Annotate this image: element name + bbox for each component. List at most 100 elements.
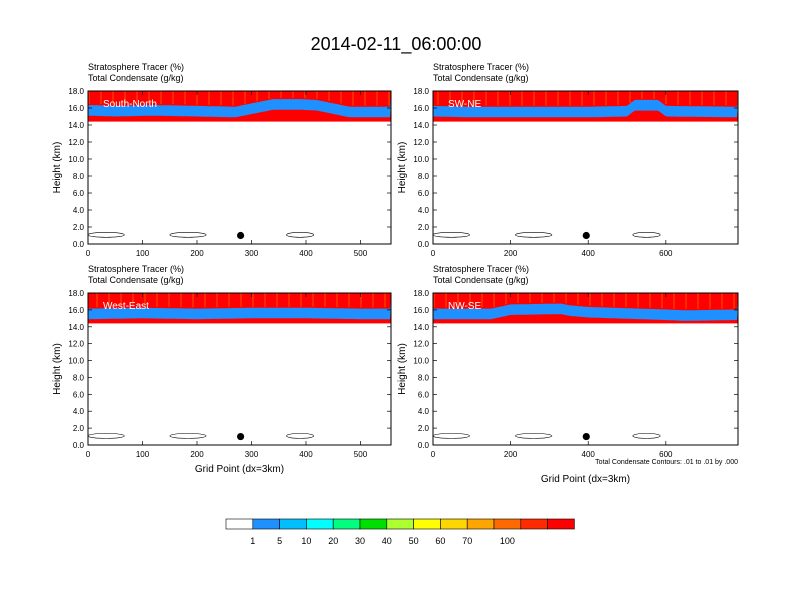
x-tick-label: 500 <box>354 450 368 459</box>
stratosphere-streak <box>481 293 483 308</box>
y-tick-label: 0.0 <box>418 240 430 249</box>
stratosphere-streak <box>457 293 459 308</box>
stratosphere-streak <box>324 293 326 307</box>
band-100pct <box>88 293 391 309</box>
colorbar-label: 100 <box>500 536 515 546</box>
stratosphere-streak <box>725 91 727 106</box>
stratosphere-streak <box>449 91 451 105</box>
panel-name: South-North <box>103 99 157 110</box>
location-marker <box>582 432 590 441</box>
y-tick-label: 4.0 <box>73 206 85 215</box>
condensate-contour <box>515 433 553 439</box>
stratosphere-streak <box>461 91 463 106</box>
x-tick-label: 600 <box>659 450 673 459</box>
colorbar-label: 50 <box>409 536 419 546</box>
y-tick-label: 6.0 <box>418 189 430 198</box>
stratosphere-streak <box>148 91 150 104</box>
panel-subtitle: Total Condensate (g/kg) <box>88 275 184 285</box>
stratosphere-streak <box>437 91 439 105</box>
stratosphere-streak <box>88 91 90 104</box>
stratosphere-streak <box>493 293 495 307</box>
condensate-contour <box>286 232 315 238</box>
y-axis-label: Height (km) <box>52 142 63 194</box>
stratosphere-streak <box>292 91 294 98</box>
y-tick-label: 12.0 <box>413 340 429 349</box>
stratosphere-streak <box>473 91 475 106</box>
condensate-contour <box>286 433 315 439</box>
y-tick-label: 12.0 <box>413 138 429 147</box>
y-axis-label: Height (km) <box>397 142 408 194</box>
panel-title: Stratosphere Tracer (%) <box>433 62 529 72</box>
y-tick-label: 18.0 <box>68 289 84 298</box>
panel-south-north: Stratosphere Tracer (%)Total Condensate … <box>52 62 392 258</box>
colorbar-swatch <box>252 518 280 530</box>
condensate-contour <box>88 232 125 238</box>
stratosphere-streak <box>388 91 390 106</box>
stratosphere-streak <box>96 293 98 308</box>
stratosphere-streak <box>220 91 222 106</box>
location-marker <box>582 231 590 240</box>
stratosphere-streak <box>244 91 246 104</box>
condensate-contour <box>88 433 125 439</box>
stratosphere-streak <box>304 91 306 98</box>
panel-subtitle: Total Condensate (g/kg) <box>433 275 529 285</box>
panel-nw-se: Stratosphere Tracer (%)Total Condensate … <box>397 264 739 485</box>
colorbar-swatch <box>466 518 495 530</box>
stratosphere-streak <box>677 91 679 105</box>
y-tick-label: 14.0 <box>68 121 84 130</box>
stratosphere-streak <box>685 293 687 310</box>
condensate-contour <box>433 433 470 439</box>
condensate-contour <box>515 232 553 238</box>
stratosphere-streak <box>100 91 102 105</box>
y-tick-label: 6.0 <box>418 390 430 399</box>
x-tick-label: 300 <box>245 249 259 258</box>
stratosphere-streak <box>661 293 663 309</box>
y-axis-label: Height (km) <box>397 343 408 395</box>
y-axis-label: Height (km) <box>52 343 63 395</box>
panel-title: Stratosphere Tracer (%) <box>88 62 184 72</box>
plot-frame <box>87 292 392 446</box>
y-tick-label: 8.0 <box>418 172 430 181</box>
band-100pct <box>88 91 391 107</box>
y-tick-label: 8.0 <box>73 172 85 181</box>
plot-area <box>88 91 391 238</box>
stratosphere-streak <box>364 91 366 106</box>
x-tick-label: 400 <box>582 450 596 459</box>
colorbar: 1 5 10 20 30 40 50 60 70 100 <box>225 518 575 546</box>
panel-title: Stratosphere Tracer (%) <box>88 264 184 274</box>
stratosphere-streak <box>196 91 198 105</box>
stratosphere-streak <box>136 91 138 105</box>
stratosphere-streak <box>156 293 158 307</box>
y-tick-label: 4.0 <box>73 407 85 416</box>
plot-frame <box>87 90 392 245</box>
stratosphere-streak <box>348 293 350 308</box>
stratosphere-streak <box>268 91 270 99</box>
stratosphere-streak <box>168 293 170 307</box>
colorbar-label: 30 <box>355 536 365 546</box>
stratosphere-streak <box>545 91 547 106</box>
x-tick-label: 500 <box>354 249 368 258</box>
colorbar-swatch <box>332 518 361 530</box>
y-tick-label: 16.0 <box>68 306 84 315</box>
y-tick-label: 0.0 <box>73 441 85 450</box>
stratosphere-streak <box>228 293 230 307</box>
panel-name: West-East <box>103 301 149 312</box>
location-marker <box>236 231 245 240</box>
x-tick-label: 0 <box>86 450 91 459</box>
y-tick-label: 2.0 <box>418 424 430 433</box>
plot-frame <box>432 90 739 245</box>
y-tick-label: 10.0 <box>413 155 429 164</box>
colorbar-swatch <box>386 518 414 530</box>
stratosphere-streak <box>577 293 579 305</box>
colorbar-swatch <box>306 518 334 530</box>
x-tick-label: 0 <box>86 249 91 258</box>
plot-area <box>88 293 391 439</box>
stratosphere-streak <box>721 293 723 309</box>
colorbar-label: 60 <box>435 536 445 546</box>
y-tick-label: 0.0 <box>418 441 430 450</box>
colorbar-swatch <box>225 518 254 530</box>
y-tick-label: 14.0 <box>68 323 84 332</box>
x-tick-label: 400 <box>299 450 313 459</box>
y-tick-label: 16.0 <box>413 306 429 315</box>
